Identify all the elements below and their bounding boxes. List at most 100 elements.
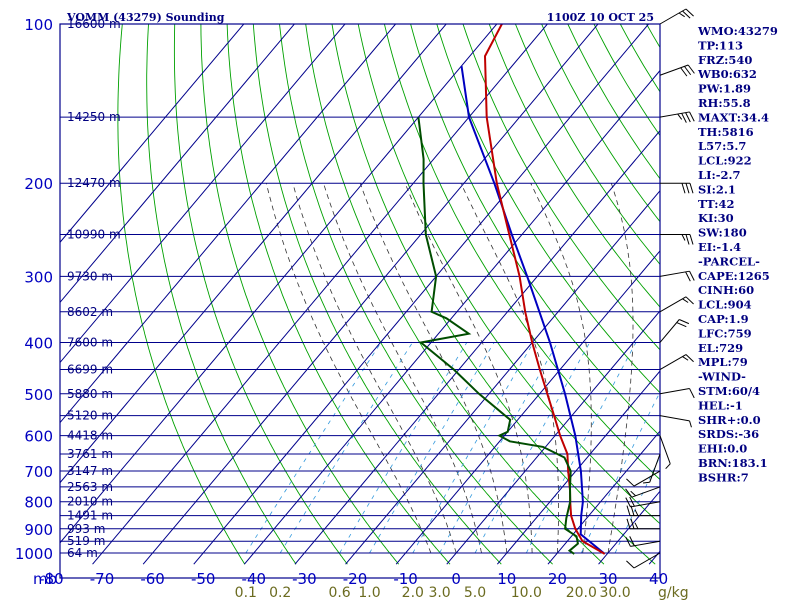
height-label: 5880 m [67, 387, 113, 401]
wind-barb-feather [677, 113, 683, 120]
wind-barb [659, 296, 694, 313]
wind-barb-shaft [630, 540, 661, 547]
pressure-tick-label: 100 [24, 16, 53, 34]
wind-barb-shaft [659, 8, 687, 25]
wind-barb-feather [629, 536, 635, 546]
index-line: BRN:183.1 [698, 456, 768, 470]
wind-barb-feather [685, 296, 694, 305]
wind-barb-shaft [649, 453, 661, 483]
temperature-tick-label: 40 [649, 570, 668, 588]
wind-barb-feather [630, 518, 635, 529]
wind-barb-feather [679, 319, 690, 325]
parcel-trace [460, 65, 606, 555]
wind-barb [626, 518, 660, 530]
temperature-tick-label: -80 [39, 570, 64, 588]
index-line: CAP:1.9 [698, 312, 749, 326]
wind-barb-feather [681, 113, 687, 123]
wind-barb [660, 182, 694, 194]
mixing-ratio-label: 2.0 [402, 585, 424, 600]
index-line: PW:1.89 [698, 82, 751, 96]
wind-barb-shaft [631, 486, 661, 498]
pressure-tick-label: 300 [24, 268, 53, 286]
height-label: 6699 m [67, 363, 113, 377]
height-label: 10990 m [67, 228, 121, 242]
wind-barb-feather [685, 8, 694, 17]
index-line: LI:-2.7 [698, 168, 741, 182]
indices-panel: WMO:43279TP:113FRZ:540WB0:632PW:1.89RH:5… [697, 24, 778, 484]
mixing-ratio-label: 0.1 [235, 585, 257, 600]
index-line: CINH:60 [698, 283, 754, 297]
wind-barb-shaft [633, 470, 661, 487]
mixing-ratio-label: 3.0 [428, 585, 450, 600]
isotherm [60, 24, 397, 424]
index-line: LCL:922 [698, 154, 752, 168]
height-label: 993 m [67, 522, 105, 536]
index-line: TP:113 [698, 38, 743, 52]
height-label: 2010 m [67, 495, 113, 509]
wind-barb [643, 453, 661, 484]
index-line: KI:30 [698, 211, 734, 225]
temperature-tick-label: -70 [90, 570, 115, 588]
dry-adiabat [200, 24, 400, 565]
dry-adiabat [279, 24, 553, 565]
isotherm [547, 430, 660, 565]
wind-barb [659, 388, 695, 399]
grid-layer [60, 24, 660, 565]
index-line: MAXT:34.4 [698, 110, 769, 124]
temperature-tick-label: -30 [292, 570, 317, 588]
index-line: EI:-1.4 [698, 240, 741, 254]
wind-barb-feather [626, 560, 635, 569]
wind-barb [659, 435, 671, 470]
wind-barb-shaft [659, 388, 690, 395]
temperature-tick-label: -10 [393, 570, 418, 588]
wind-barb-feather [684, 66, 692, 76]
mixing-ratio-label: 10.0 [511, 585, 542, 600]
index-line: SI:2.1 [698, 182, 736, 196]
wind-barb-feather [689, 270, 695, 281]
wind-barb-feather [681, 234, 686, 241]
index-line: FRZ:540 [698, 53, 752, 67]
wind-barb-feather [643, 481, 650, 484]
dry-adiabat [146, 24, 297, 565]
temperature-tick-label: -50 [191, 570, 216, 588]
height-label: 3761 m [67, 447, 113, 461]
index-line: SHR+:0.0 [698, 413, 761, 427]
wind-barb-feather [689, 420, 692, 428]
pressure-tick-label: 500 [24, 386, 53, 404]
temperature-tick-label: 30 [598, 570, 617, 588]
wind-barbs [625, 8, 695, 569]
temperature-tick-label: -60 [140, 570, 165, 588]
dry-adiabat [514, 24, 660, 266]
isotherm [92, 24, 549, 565]
wind-barb-shaft [659, 354, 687, 370]
index-line: RH:55.8 [698, 96, 751, 110]
height-label: 12470 m [67, 176, 121, 190]
wind-barb [625, 486, 661, 498]
index-line: SRDS:-36 [698, 427, 759, 441]
wind-barb-feather [625, 497, 631, 508]
wind-barb-feather [625, 488, 633, 498]
dry-adiabat [117, 24, 246, 565]
wind-barb-shaft [659, 296, 687, 313]
isotherm [496, 370, 660, 565]
wind-barb-feather [629, 496, 635, 507]
wind-barb-shaft [659, 435, 671, 465]
wind-barb-feather [626, 505, 631, 516]
mixing-unit-label: g/kg [658, 585, 689, 600]
index-line: EHI:0.0 [698, 442, 747, 456]
wind-barb-feather [678, 12, 685, 18]
height-label: 2563 m [67, 480, 113, 494]
index-line: L57:5.7 [698, 139, 746, 153]
dry-adiabat [462, 24, 660, 351]
wind-barb-feather [680, 67, 688, 77]
wind-barb-shaft [659, 319, 680, 343]
isotherm [60, 24, 498, 544]
isotherm [395, 250, 660, 565]
wind-barb [625, 496, 661, 508]
isotherm [60, 24, 296, 304]
wind-barb-feather [630, 505, 635, 516]
isotherm [294, 129, 660, 565]
wind-barb [659, 270, 695, 282]
wind-barb-shaft [659, 111, 690, 118]
pressure-tick-label: 1000 [15, 545, 53, 563]
